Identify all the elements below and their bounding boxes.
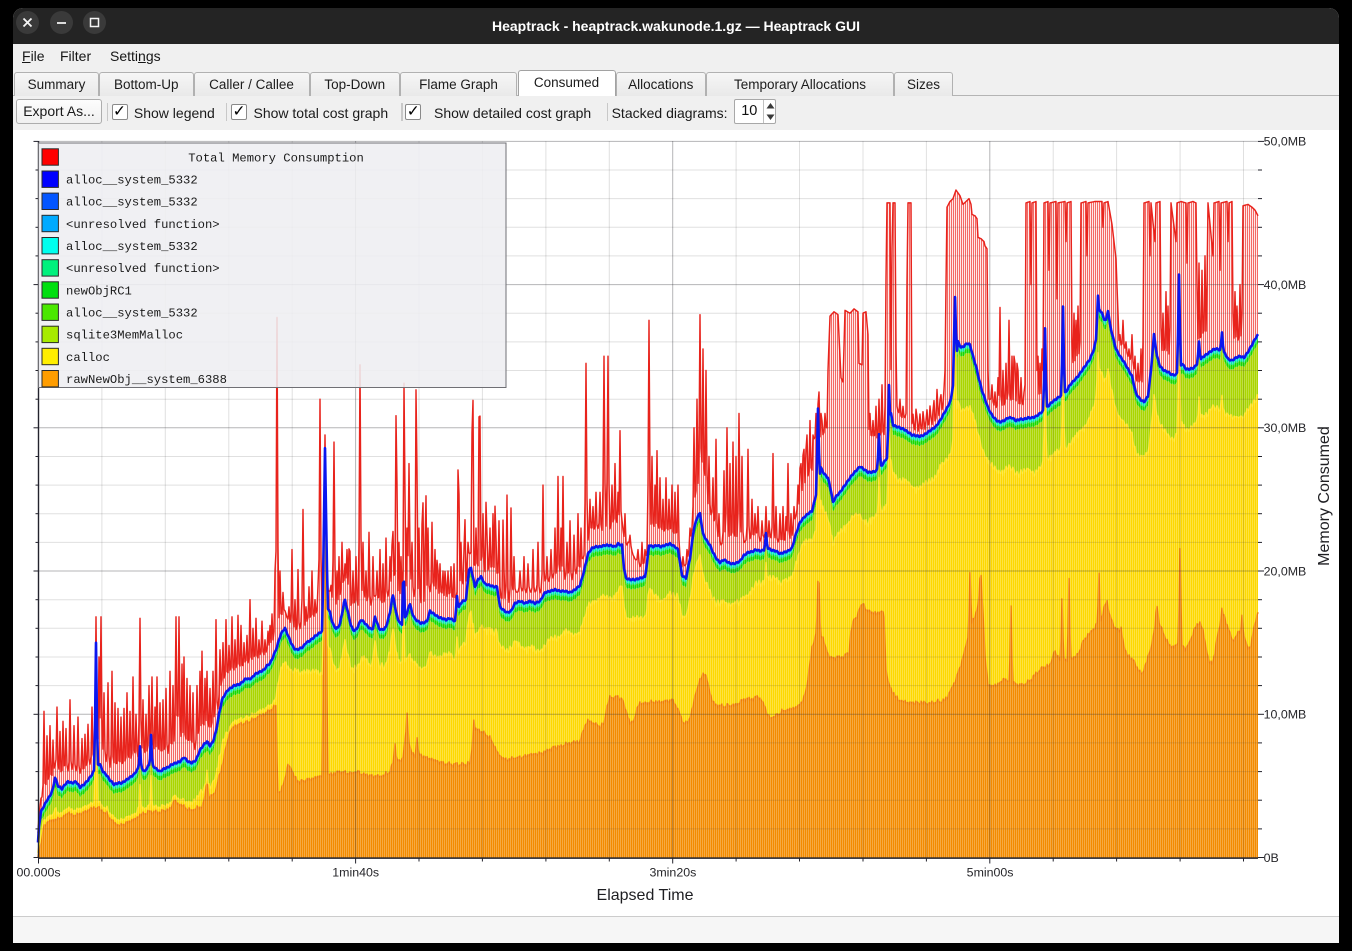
svg-text:10,0MB: 10,0MB	[1264, 708, 1307, 722]
svg-text:<unresolved function>: <unresolved function>	[66, 262, 220, 276]
svg-text:00.000s: 00.000s	[16, 866, 60, 880]
svg-text:alloc__system_5332: alloc__system_5332	[66, 174, 198, 188]
svg-text:5min00s: 5min00s	[967, 866, 1014, 880]
svg-text:sqlite3MemMalloc: sqlite3MemMalloc	[66, 329, 183, 343]
svg-text:calloc: calloc	[66, 351, 110, 365]
svg-text:30,0MB: 30,0MB	[1264, 421, 1307, 435]
svg-text:rawNewObj__system_6388: rawNewObj__system_6388	[66, 373, 227, 387]
svg-text:alloc__system_5332: alloc__system_5332	[66, 240, 198, 254]
svg-text:3min20s: 3min20s	[649, 866, 696, 880]
svg-text:Total Memory Consumption: Total Memory Consumption	[188, 151, 364, 165]
svg-text:newObjRC1: newObjRC1	[66, 284, 132, 298]
svg-text:alloc__system_5332: alloc__system_5332	[66, 307, 198, 321]
svg-text:Elapsed Time: Elapsed Time	[597, 887, 694, 904]
svg-text:alloc__system_5332: alloc__system_5332	[66, 196, 198, 210]
svg-text:1min40s: 1min40s	[332, 866, 379, 880]
svg-text:20,0MB: 20,0MB	[1264, 564, 1307, 578]
svg-text:<unresolved function>: <unresolved function>	[66, 218, 220, 232]
svg-text:0B: 0B	[1264, 851, 1279, 865]
svg-text:Memory Consumed: Memory Consumed	[1316, 426, 1333, 566]
svg-text:40,0MB: 40,0MB	[1264, 278, 1307, 292]
svg-text:50,0MB: 50,0MB	[1264, 135, 1307, 149]
